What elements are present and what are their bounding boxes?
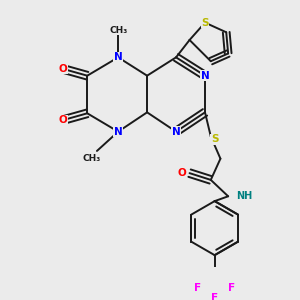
Text: S: S: [211, 134, 218, 144]
Text: O: O: [59, 64, 68, 74]
Text: N: N: [201, 71, 209, 81]
Text: CH₃: CH₃: [83, 154, 101, 163]
Text: S: S: [201, 18, 209, 28]
Text: CH₃: CH₃: [109, 26, 127, 35]
Text: N: N: [114, 52, 122, 62]
Text: NH: NH: [236, 191, 252, 201]
Text: F: F: [194, 283, 201, 293]
Text: N: N: [114, 127, 122, 136]
Text: O: O: [178, 168, 186, 178]
Text: F: F: [211, 292, 218, 300]
Text: N: N: [172, 127, 180, 136]
Text: O: O: [59, 115, 68, 125]
Text: F: F: [229, 283, 236, 293]
